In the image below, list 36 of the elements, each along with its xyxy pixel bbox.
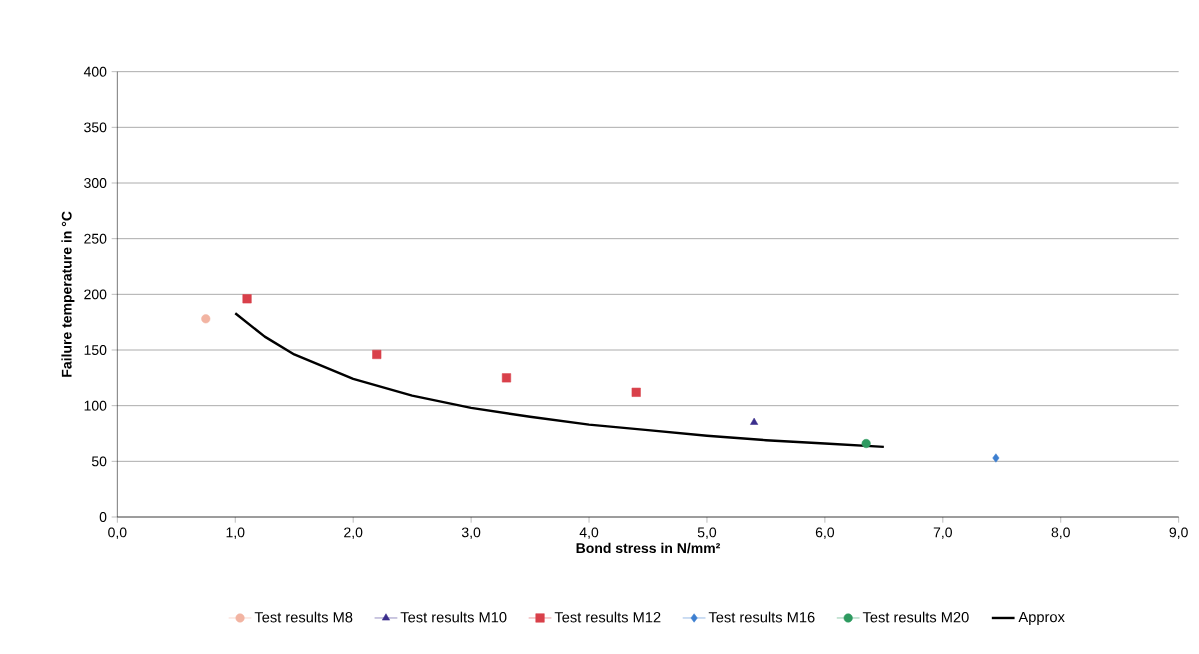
point	[201, 314, 211, 324]
x-tick-label: 9,0	[1169, 527, 1188, 539]
point	[631, 387, 641, 397]
legend-label: Test results M12	[554, 611, 661, 623]
y-tick-label: 400	[83, 66, 107, 77]
point	[372, 349, 382, 359]
point	[750, 417, 759, 425]
legend-label: Test results M10	[400, 611, 507, 623]
legend-label: Approx	[1018, 611, 1065, 626]
x-tick-label: 0,0	[108, 527, 127, 539]
legend-label: Test results M8	[254, 611, 353, 623]
x-tick-label: 7,0	[933, 527, 952, 539]
y-tick-label: 0	[99, 512, 107, 522]
x-tick-label: 3,0	[461, 527, 481, 539]
x-tick-label: 6,0	[815, 527, 835, 539]
legend-label: Test results M16	[708, 611, 815, 623]
y-tick-label: 50	[91, 456, 107, 467]
y-tick-label: 350	[84, 122, 107, 133]
x-axis-title: Bond stress in N/mm²	[576, 542, 721, 554]
x-tick-label: 1,0	[226, 527, 245, 539]
point	[861, 438, 871, 449]
y-axis-title: Failure temperature in °C	[61, 211, 75, 377]
y-tick-label: 300	[84, 178, 107, 188]
x-tick-label: 2,0	[344, 527, 363, 539]
y-tick-label: 250	[84, 233, 107, 244]
x-tick-label: 8,0	[1051, 527, 1070, 539]
point	[242, 294, 252, 304]
y-tick-label: 150	[84, 345, 107, 355]
point	[501, 373, 512, 383]
legend-label: Test results M20	[862, 611, 969, 623]
x-tick-label: 5,0	[697, 527, 717, 539]
point	[992, 453, 1000, 463]
y-tick-label: 100	[84, 400, 107, 411]
x-tick-label: 4,0	[579, 527, 599, 539]
line-series	[234, 312, 886, 449]
y-tick-label: 200	[84, 289, 107, 300]
